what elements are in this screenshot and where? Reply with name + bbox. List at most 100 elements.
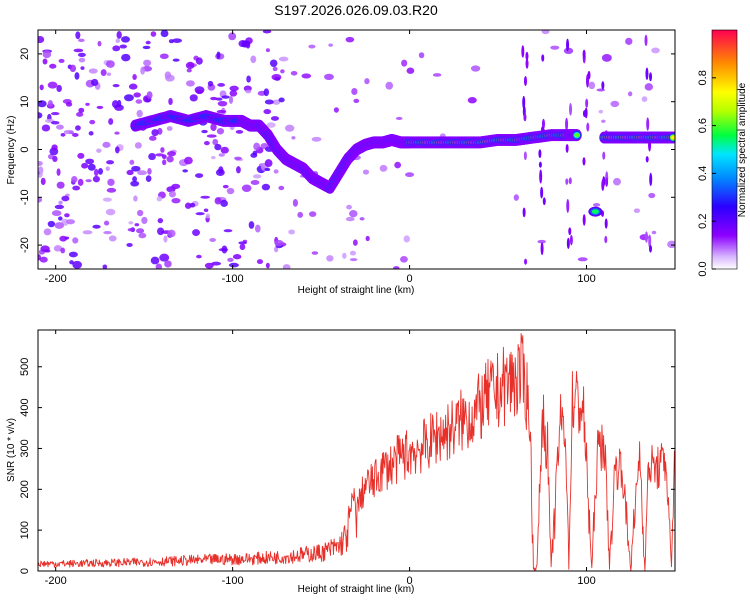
heatmap-speckle bbox=[349, 258, 358, 262]
heatmap-speckle bbox=[215, 97, 223, 101]
heatmap-speckle bbox=[128, 221, 134, 225]
heatmap-speckle bbox=[610, 100, 620, 108]
heatmap-speckle bbox=[333, 107, 339, 113]
heatmap-speckle bbox=[47, 220, 56, 228]
heatmap-streak bbox=[523, 76, 527, 87]
heatmap-speckle bbox=[66, 219, 75, 225]
heatmap-speckle bbox=[51, 144, 58, 151]
heatmap-speckle bbox=[250, 180, 260, 186]
heatmap-speckle bbox=[218, 153, 225, 157]
heatmap-speckle bbox=[39, 84, 44, 91]
heatmap-speckle bbox=[288, 229, 296, 235]
heatmap-speckle bbox=[97, 40, 102, 47]
heatmap-speckle bbox=[115, 38, 121, 43]
spectrogram-x-tick-label: -100 bbox=[222, 273, 244, 285]
heatmap-streak bbox=[566, 38, 570, 52]
heatmap-speckle bbox=[229, 85, 239, 92]
heatmap-streak bbox=[649, 172, 653, 186]
heatmap-speckle bbox=[228, 96, 234, 104]
heatmap-speckle bbox=[38, 197, 43, 203]
heatmap-speckle bbox=[78, 57, 86, 63]
heatmap-speckle bbox=[88, 131, 94, 136]
heatmap-speckle bbox=[92, 175, 100, 183]
heatmap-speckle bbox=[143, 59, 152, 67]
heatmap-speckle bbox=[221, 245, 228, 254]
heatmap-speckle bbox=[50, 112, 60, 116]
heatmap-speckle bbox=[418, 52, 425, 59]
heatmap-streak bbox=[649, 244, 653, 253]
heatmap-speckle bbox=[85, 179, 92, 183]
spectrogram-y-tick-label: -10 bbox=[19, 189, 31, 205]
heatmap-speckle bbox=[563, 47, 574, 55]
heatmap-speckle bbox=[216, 109, 227, 114]
heatmap-speckle bbox=[239, 243, 246, 251]
heatmap-speckle bbox=[214, 143, 222, 151]
heatmap-speckle bbox=[85, 102, 90, 106]
heatmap-speckle bbox=[52, 155, 58, 162]
heatmap-speckle bbox=[58, 216, 63, 221]
heatmap-speckle bbox=[136, 109, 143, 118]
heatmap-speckle bbox=[132, 176, 137, 183]
heatmap-speckle bbox=[195, 89, 204, 95]
heatmap-speckle bbox=[112, 45, 121, 52]
heatmap-speckle bbox=[167, 151, 177, 157]
heatmap-streak bbox=[601, 179, 605, 192]
heatmap-speckle bbox=[104, 220, 110, 226]
heatmap-speckle bbox=[72, 260, 82, 269]
heatmap-streak bbox=[604, 218, 608, 229]
heatmap-speckle bbox=[120, 36, 131, 43]
heatmap-speckle bbox=[98, 168, 103, 175]
heatmap-speckle bbox=[160, 147, 165, 153]
heatmap-speckle bbox=[284, 124, 295, 132]
heatmap-speckle bbox=[324, 73, 334, 81]
heatmap-speckle bbox=[164, 260, 172, 268]
heatmap-speckle bbox=[220, 199, 228, 207]
heatmap-speckle bbox=[75, 31, 81, 40]
heatmap-speckle bbox=[205, 213, 211, 219]
heatmap-streak bbox=[587, 70, 591, 80]
heatmap-speckle bbox=[164, 71, 172, 79]
heatmap-speckle bbox=[297, 211, 304, 218]
heatmap-speckle bbox=[395, 116, 403, 120]
heatmap-speckle bbox=[189, 94, 198, 102]
heatmap-speckle bbox=[214, 197, 222, 205]
snr-x-tick-label: -100 bbox=[222, 575, 244, 587]
heatmap-speckle bbox=[470, 65, 481, 72]
heatmap-speckle bbox=[159, 53, 169, 60]
heatmap-speckle bbox=[128, 83, 138, 90]
heatmap-speckle bbox=[274, 246, 279, 253]
heatmap-speckle bbox=[216, 127, 225, 135]
heatmap-speckle bbox=[126, 169, 134, 176]
heatmap-speckle bbox=[167, 229, 176, 238]
heatmap-speckle bbox=[105, 166, 110, 172]
colorbar-tick-label: 0.0 bbox=[697, 261, 709, 276]
heatmap-streak bbox=[524, 258, 528, 265]
heatmap-streak bbox=[601, 81, 605, 90]
heatmap-speckle bbox=[60, 132, 66, 137]
heatmap-speckle bbox=[88, 68, 98, 74]
heatmap-speckle bbox=[38, 35, 45, 44]
heatmap-speckle bbox=[140, 66, 146, 75]
heatmap-speckle bbox=[114, 146, 120, 154]
heatmap-speckle bbox=[204, 262, 214, 269]
heatmap-speckle bbox=[171, 197, 181, 204]
heatmap-speckle bbox=[38, 253, 42, 261]
heatmap-streak bbox=[523, 151, 527, 161]
heatmap-speckle bbox=[49, 63, 57, 69]
heatmap-speckle bbox=[269, 59, 278, 68]
heatmap-speckle bbox=[186, 68, 192, 73]
heatmap-speckle bbox=[135, 228, 145, 234]
heatmap-speckle bbox=[73, 48, 84, 53]
heatmap-speckle bbox=[102, 197, 112, 202]
heatmap-speckle bbox=[126, 242, 133, 247]
heatmap-speckle bbox=[58, 200, 63, 205]
heatmap-speckle bbox=[349, 250, 357, 256]
heatmap-speckle bbox=[162, 159, 167, 166]
colorbar-label: Normalized spectral amplitude bbox=[737, 82, 748, 217]
heatmap-speckle bbox=[106, 187, 117, 193]
heatmap-speckle bbox=[272, 66, 278, 72]
heatmap-speckle bbox=[241, 184, 252, 192]
heatmap-streak bbox=[538, 161, 542, 168]
heatmap-speckle bbox=[189, 202, 196, 208]
